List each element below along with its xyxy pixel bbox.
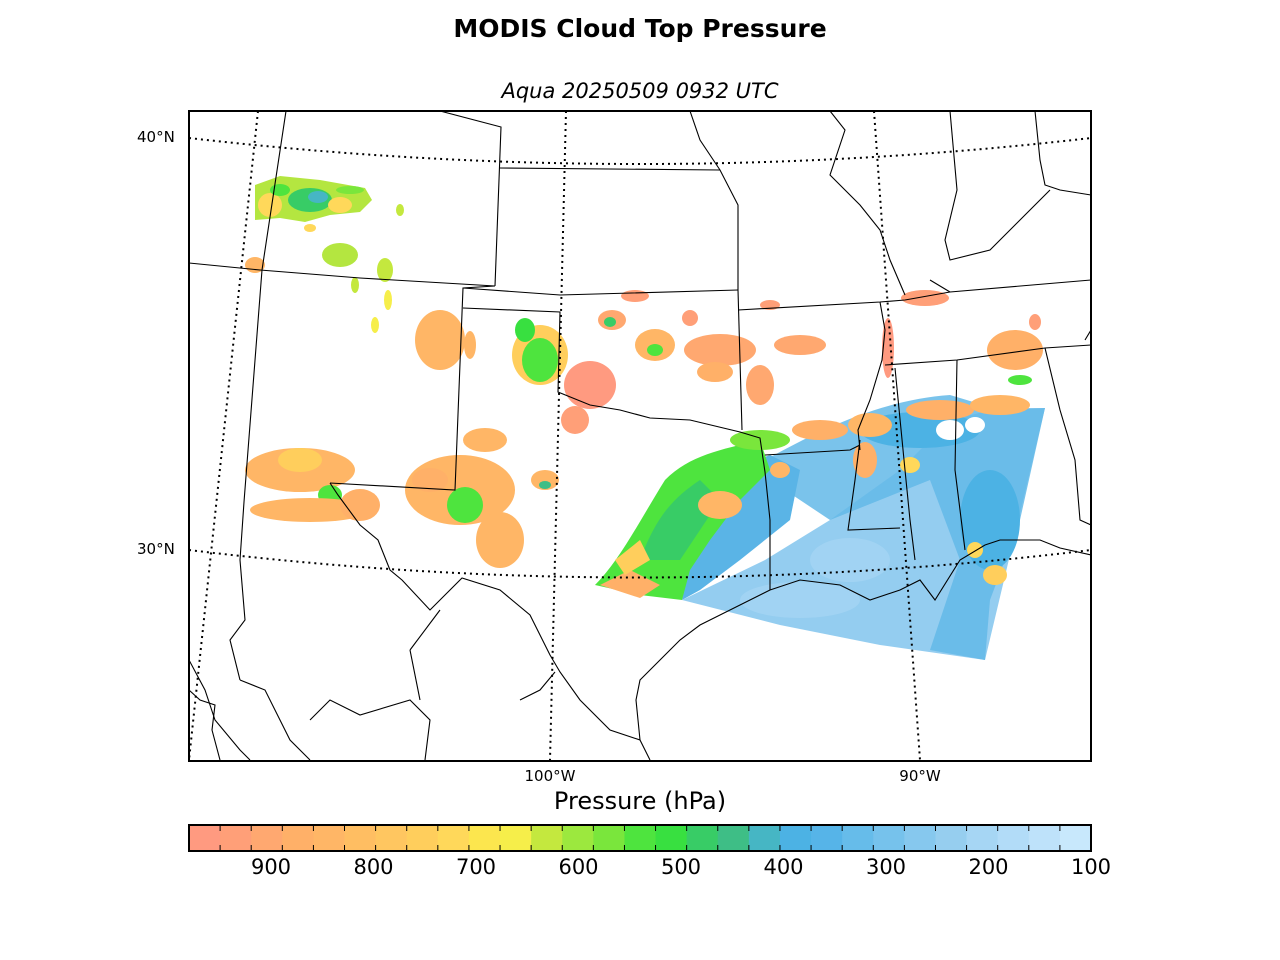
cloud-field-northwest: [255, 176, 404, 333]
colorbar-swatch: [189, 825, 221, 851]
colorbar-swatch: [935, 825, 968, 851]
colorbar-swatch: [500, 825, 532, 851]
colorbar-swatch: [748, 825, 781, 851]
colorbar-swatch: [842, 825, 874, 851]
map-content: [189, 111, 1091, 761]
colorbar-title: Pressure (hPa): [553, 787, 727, 815]
colorbar-swatch: [717, 825, 750, 851]
colorbar-swatch: [468, 825, 501, 851]
cloud-field-low: [245, 257, 1043, 568]
lat-label-40n: 40°N: [137, 128, 175, 146]
colorbar-tick-label: 100: [1070, 855, 1112, 879]
colorbar-swatch: [997, 825, 1030, 851]
figure-title: MODIS Cloud Top Pressure: [453, 14, 827, 43]
colorbar-swatches: [189, 825, 1092, 851]
colorbar-swatch: [811, 825, 843, 851]
colorbar-swatch: [375, 825, 408, 851]
meridian-110w: [189, 111, 259, 761]
colorbar-tick-label: 500: [660, 855, 702, 879]
colorbar-swatch: [1059, 825, 1092, 851]
parallel-40n: [189, 137, 1091, 165]
colorbar-tick-label: 200: [968, 855, 1009, 879]
colorbar-swatch: [251, 825, 283, 851]
figure-subtitle: Aqua 20250509 0932 UTC: [501, 79, 779, 103]
political-boundaries: [189, 111, 1091, 761]
colorbar-swatch: [686, 825, 719, 851]
lat-label-30n: 30°N: [137, 540, 175, 558]
graticule: [189, 111, 1091, 761]
colorbar-tick-label: 400: [763, 855, 804, 879]
map-frame: [188, 110, 1092, 762]
colorbar-tick-label: 300: [865, 855, 907, 879]
colorbar-swatch: [779, 825, 812, 851]
colorbar-swatch: [562, 825, 594, 851]
meridian-100w: [549, 111, 567, 761]
colorbar-swatch: [904, 825, 937, 851]
meridian-90w: [873, 111, 921, 761]
colorbar-swatch: [344, 825, 377, 851]
colorbar-tick-label: 900: [250, 855, 292, 879]
colorbar-swatch: [655, 825, 688, 851]
lon-label-100w: 100°W: [524, 767, 576, 785]
colorbar-tick-label: 700: [455, 855, 497, 879]
colorbar-tick-label: 800: [353, 855, 394, 879]
colorbar-swatch: [282, 825, 315, 851]
colorbar-swatch: [873, 825, 905, 851]
colorbar-swatch: [966, 825, 999, 851]
colorbar-swatch: [531, 825, 563, 851]
colorbar-swatch: [1028, 825, 1061, 851]
colorbar-swatch: [437, 825, 470, 851]
colorbar-swatch: [624, 825, 657, 851]
colorbar-frame: [188, 824, 1092, 852]
colorbar-swatch: [593, 825, 626, 851]
cloud-field-mid: [595, 395, 1030, 600]
colorbar-tick-label: 600: [558, 855, 599, 879]
colorbar-swatch: [313, 825, 346, 851]
colorbar-swatch: [220, 825, 252, 851]
colorbar-swatch: [406, 825, 439, 851]
lon-label-90w: 90°W: [899, 767, 941, 785]
